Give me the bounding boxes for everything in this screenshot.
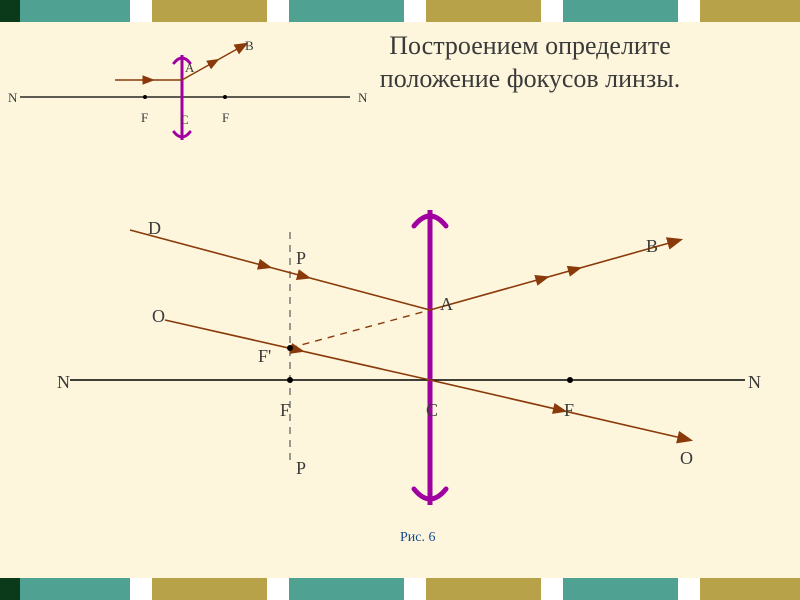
- figure-caption: Рис. 6: [400, 530, 436, 546]
- main-label-O-left: O: [152, 306, 165, 327]
- main-label-P-top: P: [296, 248, 306, 269]
- main-label-N-left: N: [57, 372, 70, 393]
- main-label-B: B: [646, 236, 658, 257]
- main-label-N-right: N: [748, 372, 761, 393]
- main-label-D: D: [148, 218, 161, 239]
- small-label-F-left: F: [141, 110, 148, 126]
- main-label-F-prime: F': [258, 346, 271, 367]
- small-label-C: C: [180, 112, 189, 128]
- diagrams-svg: [0, 0, 800, 600]
- main-label-C: C: [426, 400, 438, 421]
- small-label-F-right: F: [222, 110, 229, 126]
- small-label-B: B: [245, 38, 254, 54]
- small-label-N-left: N: [8, 90, 17, 106]
- small-label-N-right: N: [358, 90, 367, 106]
- small-label-A: A: [185, 60, 194, 76]
- main-label-O-right: O: [680, 448, 693, 469]
- main-label-F-left: F: [280, 400, 290, 421]
- main-label-F-right: F: [564, 400, 574, 421]
- main-label-P-bot: P: [296, 458, 306, 479]
- main-label-A: A: [440, 294, 453, 315]
